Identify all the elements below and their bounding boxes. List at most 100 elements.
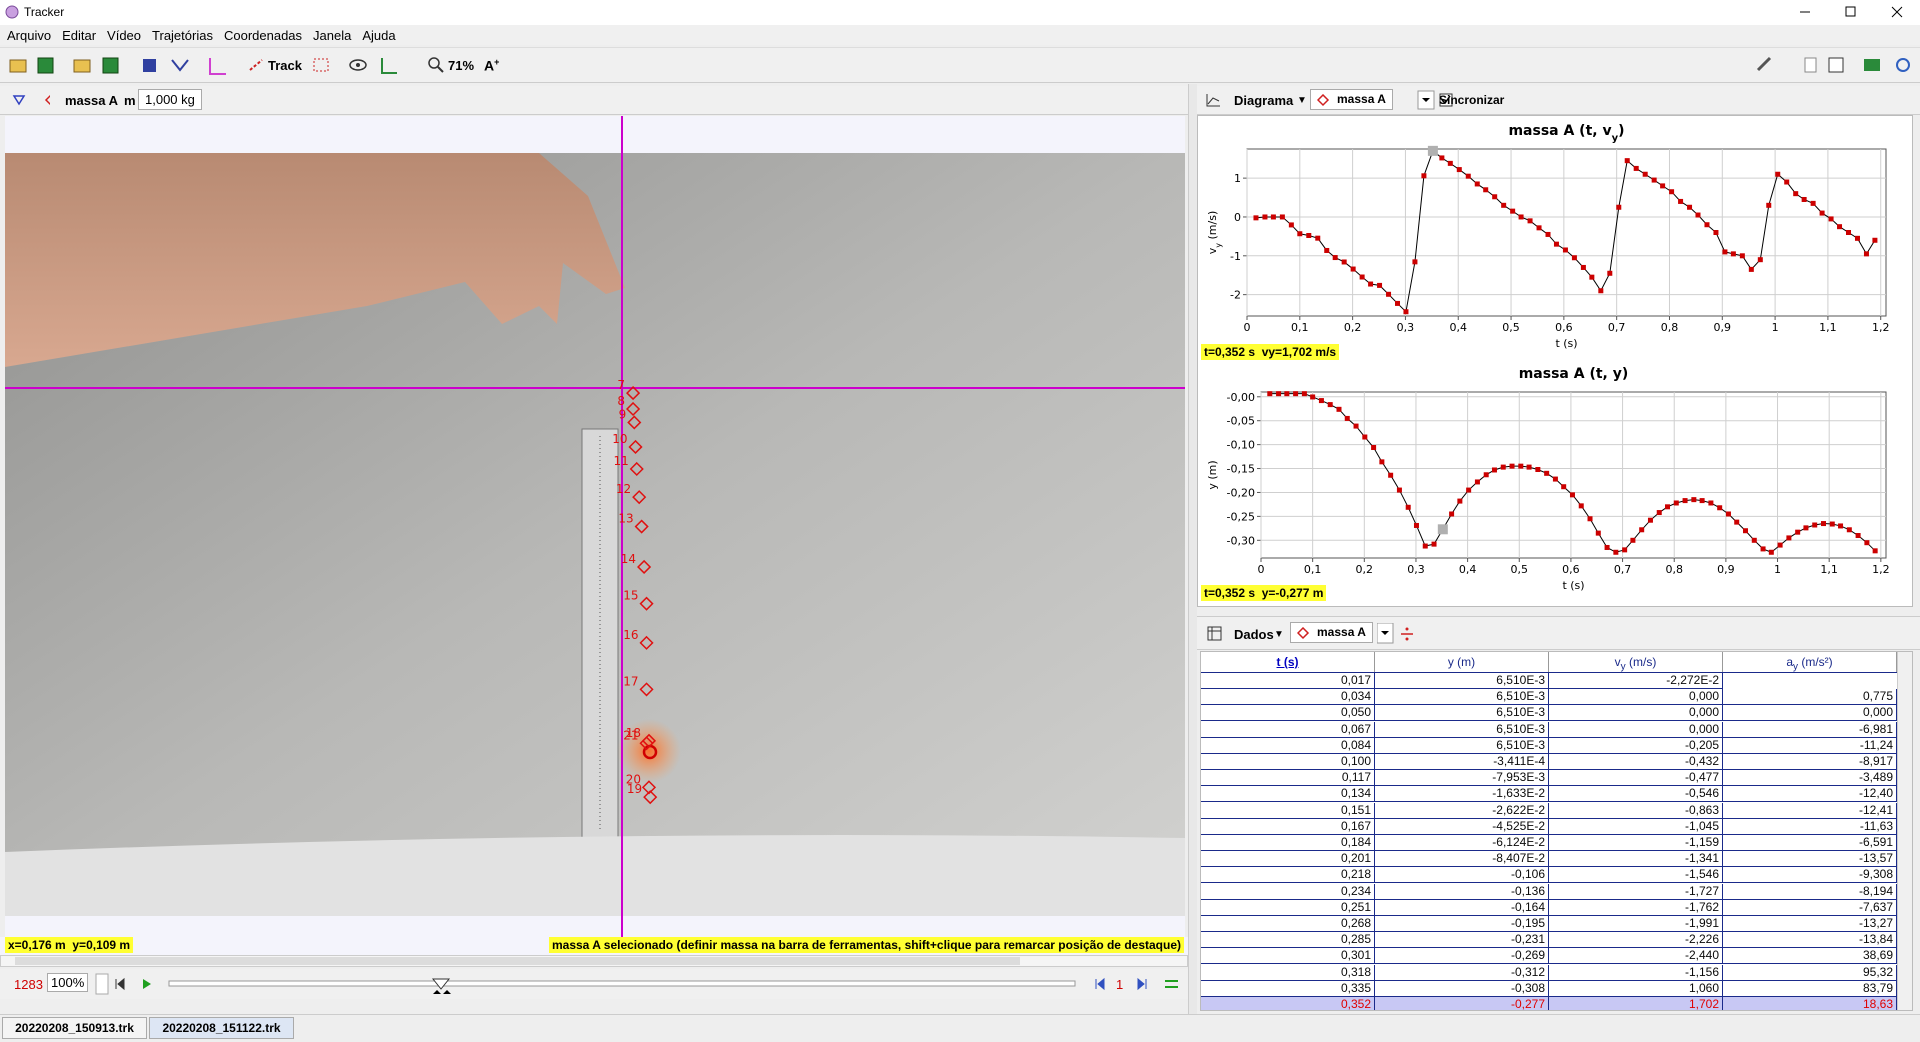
table-cell[interactable]: -4,525E-2: [1375, 818, 1549, 835]
selected-point[interactable]: [1427, 145, 1438, 156]
track-point[interactable]: [641, 780, 657, 795]
data-point[interactable]: [1388, 472, 1394, 478]
data-point[interactable]: [1795, 529, 1801, 535]
table-cell[interactable]: 0,285: [1201, 932, 1375, 949]
table-cell[interactable]: -11,24: [1723, 737, 1897, 754]
table-cell[interactable]: -6,591: [1723, 835, 1897, 851]
table-cell[interactable]: 0,201: [1201, 851, 1375, 868]
data-point[interactable]: [1456, 167, 1462, 173]
table-cell[interactable]: 0,335: [1201, 980, 1375, 997]
table-cell[interactable]: 83,79: [1723, 980, 1897, 997]
mass-field[interactable]: 1,000 kg: [138, 89, 202, 110]
data-point[interactable]: [1561, 484, 1567, 490]
table-cell[interactable]: 0,184: [1201, 835, 1375, 851]
table-cell[interactable]: -2,226: [1549, 932, 1723, 949]
table-cell[interactable]: 0,268: [1201, 916, 1375, 932]
data-point[interactable]: [1607, 270, 1613, 276]
table-cell[interactable]: -6,981: [1723, 721, 1897, 738]
data-point[interactable]: [1682, 498, 1688, 504]
data-point[interactable]: [1766, 202, 1772, 208]
data-point[interactable]: [1359, 274, 1365, 280]
table-cell[interactable]: 0,000: [1549, 689, 1723, 706]
data-point[interactable]: [1371, 444, 1377, 450]
data-point[interactable]: [1412, 259, 1418, 265]
data-point[interactable]: [1725, 511, 1731, 517]
data-point[interactable]: [1838, 523, 1844, 529]
data-point[interactable]: [1500, 464, 1506, 470]
data-point[interactable]: [1413, 522, 1419, 528]
table-cell[interactable]: 0,218: [1201, 867, 1375, 884]
data-point[interactable]: [1474, 479, 1480, 485]
track-point[interactable]: [626, 401, 641, 417]
data-point[interactable]: [1447, 160, 1453, 166]
data-point[interactable]: [1757, 257, 1763, 263]
track-point[interactable]: [628, 439, 643, 455]
table-cell[interactable]: -0,863: [1549, 802, 1723, 819]
data-point[interactable]: [1829, 521, 1835, 527]
data-point[interactable]: [1678, 198, 1684, 204]
data-point[interactable]: [1722, 249, 1728, 255]
data-point[interactable]: [1622, 547, 1628, 553]
data-point[interactable]: [1353, 423, 1359, 429]
data-point[interactable]: [1837, 224, 1843, 230]
file-tab[interactable]: 20220208_150913.trk: [2, 1017, 147, 1039]
data-point[interactable]: [1403, 309, 1409, 315]
table-cell[interactable]: -0,164: [1375, 899, 1549, 916]
table-cell[interactable]: 0,117: [1201, 770, 1375, 787]
plot-view-menu[interactable]: Diagrama: [1234, 93, 1294, 108]
table-options[interactable]: [1377, 623, 1417, 645]
table-cell[interactable]: 95,32: [1723, 964, 1897, 981]
plot-track-select[interactable]: massa A: [1310, 89, 1393, 110]
data-point[interactable]: [1483, 187, 1489, 193]
column-header[interactable]: y (m): [1375, 652, 1549, 672]
player-controls[interactable]: [0, 969, 1188, 999]
data-point[interactable]: [1510, 208, 1516, 214]
data-point[interactable]: [1377, 282, 1383, 288]
data-point[interactable]: [1315, 235, 1321, 241]
data-point[interactable]: [1293, 391, 1299, 397]
data-point[interactable]: [1633, 165, 1639, 171]
data-point[interactable]: [1284, 391, 1290, 397]
data-point[interactable]: [1673, 500, 1679, 506]
track-name[interactable]: massa A: [65, 93, 118, 108]
track-icons[interactable]: [10, 92, 50, 108]
data-point[interactable]: [1492, 194, 1498, 200]
data-point[interactable]: [1708, 500, 1714, 506]
data-point[interactable]: [1748, 266, 1754, 272]
track-point[interactable]: [639, 635, 654, 650]
data-point[interactable]: [1598, 288, 1604, 294]
data-point[interactable]: [1699, 498, 1705, 504]
table-cell[interactable]: -1,341: [1549, 851, 1723, 868]
table-cell[interactable]: -0,546: [1549, 786, 1723, 803]
table-cell[interactable]: -1,045: [1549, 818, 1723, 835]
table-cell[interactable]: 0,034: [1201, 689, 1375, 706]
data-point[interactable]: [1465, 173, 1471, 179]
table-cell[interactable]: 0,067: [1201, 721, 1375, 738]
table-cell[interactable]: -2,272E-2: [1549, 673, 1723, 689]
data-point[interactable]: [1751, 537, 1757, 543]
table-cell[interactable]: -2,440: [1549, 948, 1723, 965]
data-point[interactable]: [1379, 459, 1385, 465]
table-cell[interactable]: 6,510E-3: [1375, 673, 1549, 689]
table-cell[interactable]: 6,510E-3: [1375, 737, 1549, 754]
table-cell[interactable]: 0,251: [1201, 899, 1375, 916]
data-point[interactable]: [1341, 259, 1347, 265]
data-point[interactable]: [1647, 517, 1653, 523]
data-point[interactable]: [1651, 177, 1657, 183]
data-point[interactable]: [1262, 214, 1268, 220]
data-point[interactable]: [1595, 530, 1601, 536]
data-point[interactable]: [1332, 255, 1338, 261]
zoom-level[interactable]: 71%: [448, 58, 475, 73]
scroll-thumb[interactable]: [15, 957, 1020, 965]
data-point[interactable]: [1717, 505, 1723, 511]
table-cell[interactable]: -1,633E-2: [1375, 786, 1549, 803]
data-point[interactable]: [1828, 216, 1834, 222]
data-point[interactable]: [1431, 541, 1437, 547]
table-cell[interactable]: -0,205: [1549, 737, 1723, 754]
data-point[interactable]: [1569, 492, 1575, 498]
table-cell[interactable]: 0,134: [1201, 786, 1375, 803]
table-cell[interactable]: -0,308: [1375, 980, 1549, 997]
table-cell[interactable]: -7,637: [1723, 899, 1897, 916]
data-point[interactable]: [1474, 181, 1480, 187]
